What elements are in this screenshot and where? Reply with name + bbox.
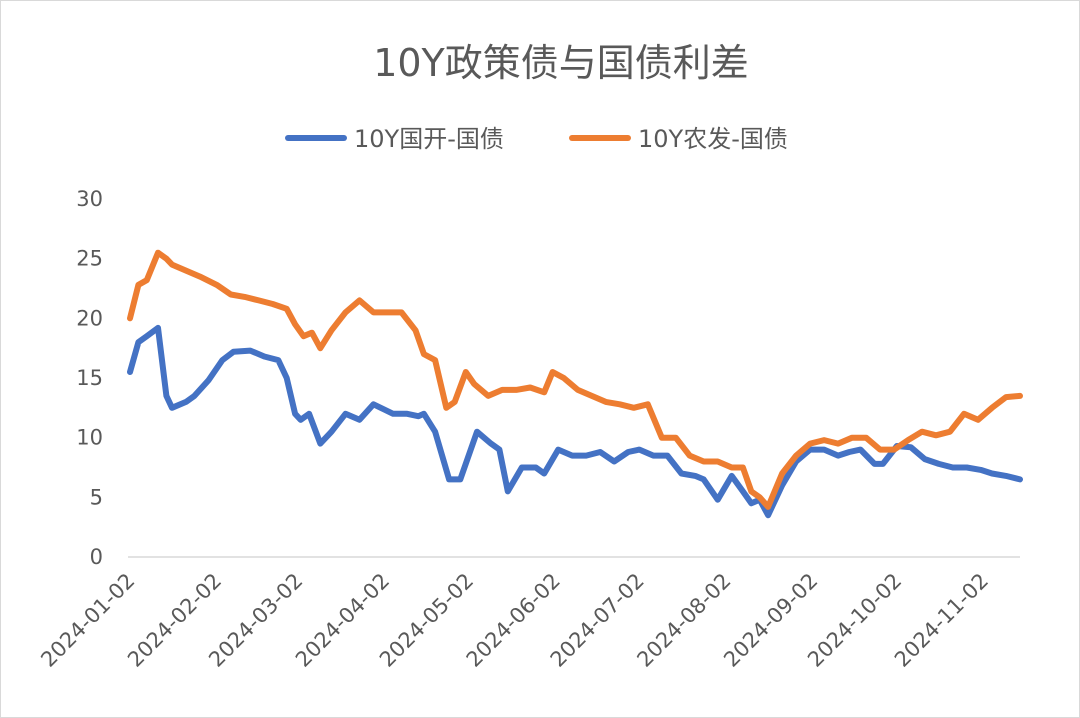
- legend: 10Y国开-国债 10Y农发-国债: [285, 125, 788, 153]
- series-lines: [127, 249, 1023, 519]
- series-line-1: [127, 324, 1023, 519]
- legend-label-1: 10Y国开-国债: [354, 125, 504, 153]
- y-tick-label: 25: [76, 247, 103, 271]
- y-tick-label: 30: [76, 187, 103, 211]
- series-line-2: [127, 249, 1023, 510]
- y-tick-label: 5: [90, 485, 103, 509]
- chart-title: 10Y政策债与国债利差: [373, 41, 749, 85]
- y-tick-label: 0: [90, 545, 103, 569]
- y-axis-ticks: 0 5 10 15 20 25 30: [76, 187, 103, 569]
- x-tick-label: 2024-11-02: [890, 569, 993, 672]
- y-tick-label: 10: [76, 426, 103, 450]
- y-tick-label: 20: [76, 306, 103, 330]
- legend-label-2: 10Y农发-国债: [638, 125, 788, 153]
- x-axis-ticks: 2024-01-022024-02-022024-03-022024-04-02…: [36, 569, 993, 672]
- y-tick-label: 15: [76, 366, 103, 390]
